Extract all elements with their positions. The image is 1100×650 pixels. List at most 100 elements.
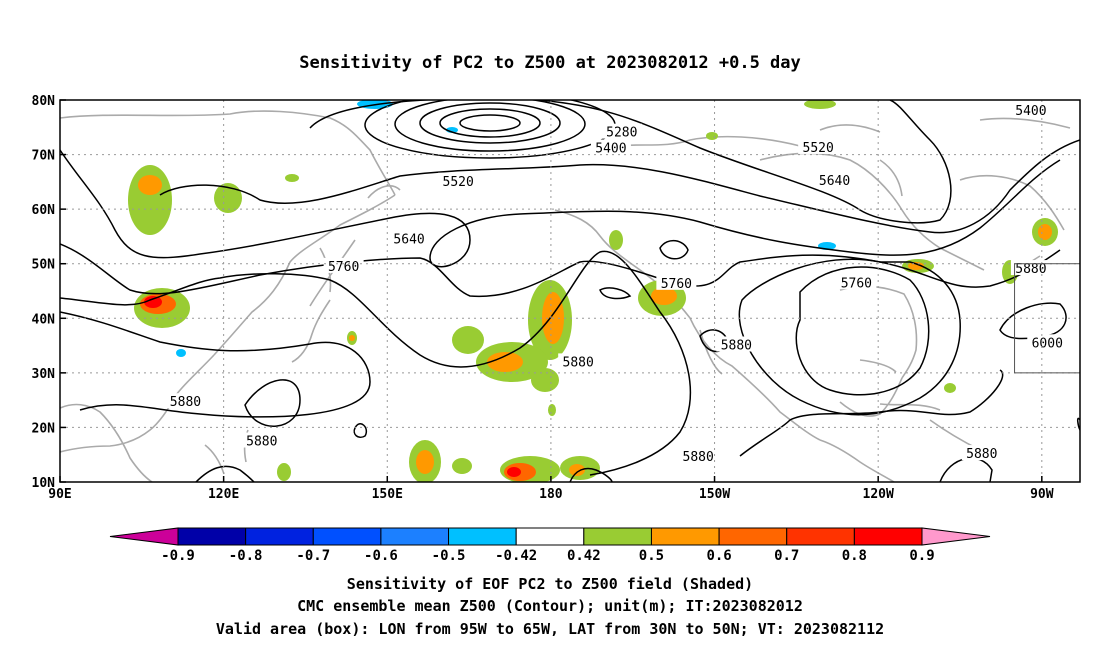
lat-lon-grid — [60, 100, 1080, 482]
contour-label-bg — [590, 139, 631, 155]
shade-positive-blob — [804, 100, 836, 109]
shade-positive-blob — [452, 326, 484, 354]
contour-label: 5760 — [661, 277, 692, 292]
colorbar-label: -0.5 — [432, 548, 466, 564]
y-tick-label: 10N — [32, 476, 56, 491]
shade-positive-blob — [1038, 224, 1052, 240]
contour-label: 5880 — [966, 447, 997, 462]
contour-label: 5760 — [328, 260, 359, 275]
colorbar-label: 0.9 — [909, 548, 934, 564]
y-tick-label: 70N — [32, 149, 56, 164]
contour-label-bg — [1027, 334, 1068, 350]
colorbar-label: -0.7 — [296, 548, 330, 564]
colorbar-swatch — [583, 527, 652, 546]
footer-line-2: CMC ensemble mean Z500 (Contour); unit(m… — [297, 597, 803, 615]
contour-label-bg — [601, 123, 642, 139]
contour-label: 5880 — [246, 435, 277, 450]
shade-positive-blob — [214, 183, 242, 213]
contour-label: 5880 — [721, 338, 752, 353]
contour-label-bg — [438, 172, 479, 188]
colorbar-swatch — [245, 527, 314, 546]
footer-line-3: Valid area (box): LON from 95W to 65W, L… — [216, 620, 884, 638]
colorbar-label: 0.42 — [567, 548, 601, 564]
x-tick-label: 150W — [699, 487, 730, 502]
shade-positive-blob — [349, 335, 355, 341]
colorbar-low-arrow — [109, 527, 179, 546]
colorbar-label: 0.6 — [706, 548, 731, 564]
shade-positive-blob — [487, 352, 523, 372]
contour-label: 5520 — [803, 141, 834, 156]
contour-label-bg — [961, 445, 1002, 461]
contour-label: 5400 — [1015, 104, 1046, 119]
colorbar-label: 0.8 — [842, 548, 867, 564]
contour-label-bg — [656, 274, 697, 290]
colorbar-high-arrow — [921, 527, 991, 546]
shade-positive-blob — [569, 464, 585, 476]
shade-positive-blob — [285, 174, 299, 182]
footer-line-1: Sensitivity of EOF PC2 to Z500 field (Sh… — [347, 575, 753, 593]
colorbar-swatch — [448, 527, 517, 546]
z500-contours — [60, 100, 1080, 482]
contour-label-bg — [165, 393, 206, 409]
contour-label-bg — [1093, 210, 1100, 225]
contour-label-bg — [836, 274, 877, 290]
shade-positive-blob — [144, 296, 162, 308]
colorbar-label: -0.6 — [364, 548, 398, 564]
contour-label-bg — [1010, 101, 1051, 117]
contour-label-bg — [241, 432, 282, 448]
contour-label: 5640 — [393, 233, 424, 248]
colorbar-label: 0.7 — [774, 548, 799, 564]
colorbar-label: -0.42 — [495, 548, 537, 564]
contour-label-group: 5400528054005520552056405520564056405760… — [165, 101, 1100, 465]
shade-positive-blob — [609, 230, 623, 250]
contour-label: 5400 — [595, 141, 626, 156]
contour-label: 5280 — [606, 126, 637, 141]
contour-label-bg — [558, 353, 599, 369]
chart-title: Sensitivity of PC2 to Z500 at 2023082012… — [299, 53, 801, 73]
shade-positive-blob — [548, 404, 556, 416]
x-tick-label: 90E — [48, 487, 71, 502]
contour-label: 5880 — [683, 450, 714, 465]
map-background — [60, 100, 1080, 482]
contour-label: 5880 — [170, 395, 201, 410]
shade-positive-blob — [944, 383, 956, 393]
contour-label: 5640 — [819, 174, 850, 189]
contour-label-bg — [798, 138, 839, 154]
colorbar-label: 0.5 — [639, 548, 664, 564]
y-tick-label: 20N — [32, 421, 56, 436]
y-tick-label: 30N — [32, 367, 56, 382]
contour-label: 5880 — [1015, 262, 1046, 277]
contour-label-bg — [323, 257, 364, 273]
colorbar-swatch — [786, 527, 855, 546]
shade-positive-blob — [507, 467, 521, 477]
contour-label-bg — [389, 230, 430, 246]
colorbar-swatch — [312, 527, 382, 546]
y-tick-label: 40N — [32, 312, 56, 327]
contour-label-bg — [716, 336, 757, 352]
contour-label-bg — [678, 447, 719, 463]
x-tick-label: 120W — [863, 487, 894, 502]
colorbar-swatch — [650, 527, 720, 546]
colorbar-label: -0.8 — [229, 548, 263, 564]
colorbar: -0.9 -0.8 -0.7 -0.6 -0.5 -0.42 0.42 0.5 0.6 0.7 0.… — [109, 527, 991, 564]
colorbar-swatch — [177, 527, 247, 546]
x-tick-label: 180 — [539, 487, 563, 502]
shade-positive-blob — [138, 175, 162, 195]
contour-label: 6000 — [1032, 336, 1063, 351]
contour-label-bg — [814, 172, 855, 188]
shade-negative-blob — [176, 349, 186, 357]
map-panel: 5400528054005520552056405520564056405760… — [32, 94, 1100, 502]
x-tick-label: 90W — [1030, 487, 1054, 502]
y-tick-label: 60N — [32, 203, 56, 218]
shade-positive-blob — [277, 463, 291, 481]
colorbar-swatch — [380, 527, 450, 546]
contour-label: 5520 — [443, 175, 474, 190]
colorbar-label: -0.9 — [161, 548, 195, 564]
contour-label: 5760 — [841, 276, 872, 291]
x-tick-label: 120E — [208, 487, 239, 502]
shade-positive-blob — [416, 450, 434, 474]
y-tick-label: 50N — [32, 258, 56, 273]
map-frame — [59, 99, 1081, 483]
y-tick-label: 80N — [32, 94, 56, 109]
